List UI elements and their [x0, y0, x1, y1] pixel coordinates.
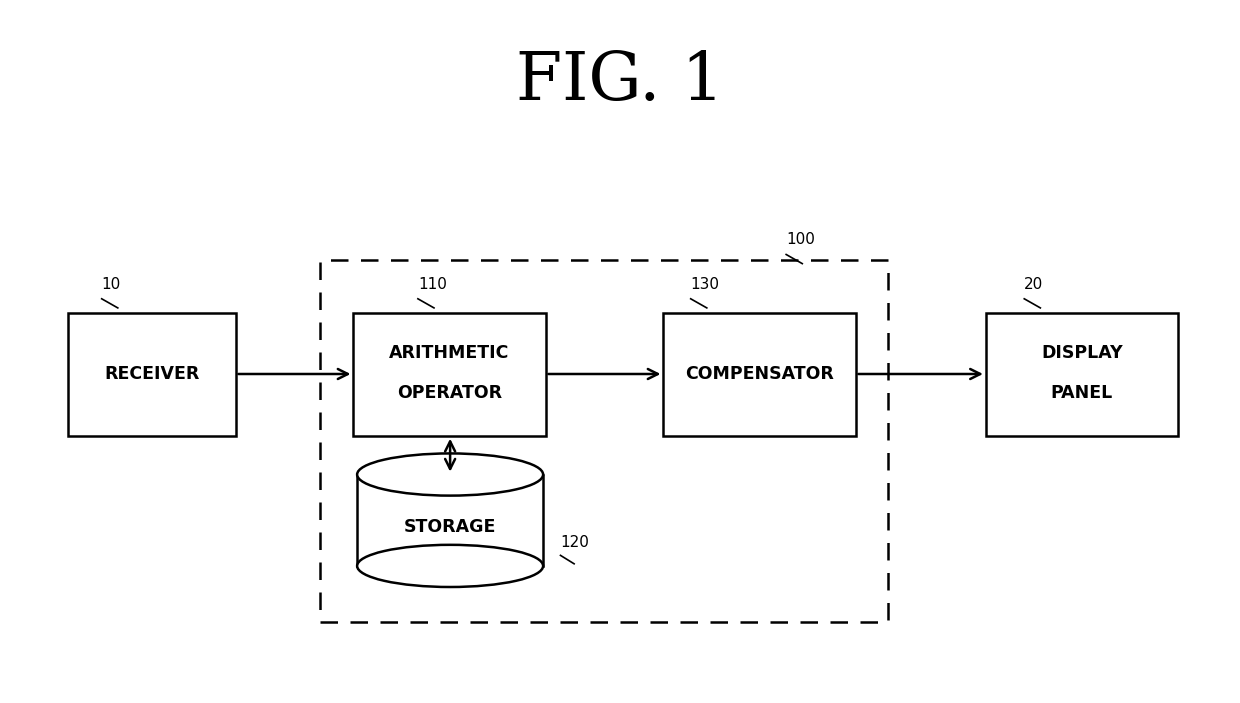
Bar	[353, 313, 546, 436]
Text: 120: 120	[560, 535, 589, 550]
Bar	[357, 475, 543, 566]
Text: 130: 130	[691, 277, 719, 292]
Text: 100: 100	[786, 233, 815, 247]
Text: FIG. 1: FIG. 1	[516, 49, 724, 115]
Bar	[320, 260, 888, 622]
Ellipse shape	[357, 545, 543, 587]
Text: STORAGE: STORAGE	[404, 518, 496, 536]
Text: ARITHMETIC: ARITHMETIC	[389, 344, 510, 362]
Text: PANEL: PANEL	[1050, 385, 1114, 402]
Text: 20: 20	[1024, 277, 1044, 292]
Text: DISPLAY: DISPLAY	[1042, 344, 1122, 362]
Bar	[986, 313, 1178, 436]
Bar	[663, 313, 856, 436]
Text: OPERATOR: OPERATOR	[397, 385, 502, 402]
Bar	[68, 313, 236, 436]
Text: COMPENSATOR: COMPENSATOR	[684, 366, 835, 383]
Text: 10: 10	[102, 277, 122, 292]
Ellipse shape	[357, 453, 543, 496]
Text: 110: 110	[418, 277, 446, 292]
Text: RECEIVER: RECEIVER	[104, 366, 200, 383]
